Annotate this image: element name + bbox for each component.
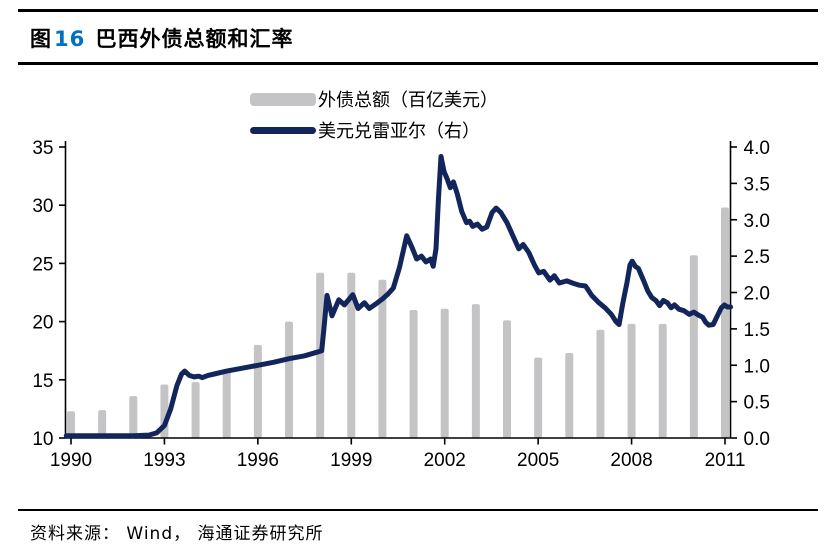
left-tick-label-20: 20: [32, 313, 53, 334]
left-tick-label-35: 35: [32, 138, 53, 159]
debt-bar-1991: [98, 410, 107, 438]
debt-bar-1996: [253, 344, 262, 438]
right-tick-label-2.0: 2.0: [744, 284, 770, 305]
right-tick-label-3.0: 3.0: [744, 211, 770, 232]
right-tick-label-1.0: 1.0: [744, 356, 770, 377]
left-tick-label-15: 15: [32, 371, 53, 392]
figure-title-prefix: 图: [30, 27, 52, 51]
debt-bar-2008: [627, 323, 636, 438]
debt-bar-2000: [378, 279, 387, 438]
source-text: 资料来源： Wind， 海通证券研究所: [30, 524, 324, 544]
x-tick-label-1993: 1993: [143, 450, 185, 471]
debt-bar-2006: [565, 353, 574, 438]
debt-bar-2011: [721, 207, 729, 438]
figure-title-text: 巴西外债总额和汇率: [87, 27, 294, 51]
top-rule: [18, 9, 818, 12]
legend-item-debt: 外债总额（百亿美元）: [250, 86, 498, 112]
right-tick-label-2.5: 2.5: [744, 247, 770, 268]
debt-bar-2007: [596, 329, 605, 438]
x-tick-label-2008: 2008: [610, 450, 652, 471]
debt-bar-2009: [658, 323, 667, 438]
left-tick-label-10: 10: [32, 429, 53, 450]
debt-bar-2001: [409, 309, 418, 438]
figure-number: 16: [54, 27, 86, 51]
debt-bar-2004: [503, 320, 511, 438]
exchange-rate-line: [63, 154, 734, 439]
x-tick-label-1999: 1999: [330, 450, 372, 471]
legend-bar-label: 外债总额（百亿美元）: [318, 90, 498, 111]
debt-bar-1992: [129, 396, 138, 438]
left-tick-label-30: 30: [32, 196, 53, 217]
legend-bar-swatch: [250, 92, 316, 106]
x-tick-label-2005: 2005: [517, 450, 559, 471]
debt-bar-2010: [689, 255, 698, 438]
left-tick-label-25: 25: [32, 254, 53, 275]
title-underline-rule: [18, 62, 818, 65]
chart-legend: 外债总额（百亿美元） 美元兑雷亚尔（右）: [250, 86, 498, 148]
legend-item-fx: 美元兑雷亚尔（右）: [250, 117, 498, 143]
debt-bar-1997: [285, 321, 293, 438]
x-tick-label-1990: 1990: [50, 450, 92, 471]
debt-bar-1994: [191, 382, 200, 438]
legend-line-swatch: [250, 126, 316, 134]
debt-bar-2003: [471, 304, 480, 438]
right-tick-label-4.0: 4.0: [744, 138, 770, 159]
right-tick-label-1.5: 1.5: [744, 320, 770, 341]
figure-title: 图16 巴西外债总额和汇率: [30, 23, 294, 53]
right-tick-label-3.5: 3.5: [744, 174, 770, 195]
debt-bar-1999: [347, 272, 356, 438]
x-tick-label-2011: 2011: [705, 450, 746, 471]
right-tick-label-0.5: 0.5: [744, 393, 770, 414]
debt-bar-2002: [440, 308, 449, 438]
x-tick-label-1996: 1996: [237, 450, 279, 471]
debt-bar-1995: [222, 369, 231, 438]
debt-bar-1998: [316, 272, 325, 438]
x-tick-label-2002: 2002: [424, 450, 466, 471]
right-tick-label-0.0: 0.0: [744, 429, 770, 450]
debt-bar-2005: [534, 357, 543, 438]
source-rule: [18, 509, 818, 511]
debt-bar-1990: [67, 411, 75, 438]
legend-line-label: 美元兑雷亚尔（右）: [318, 121, 480, 142]
